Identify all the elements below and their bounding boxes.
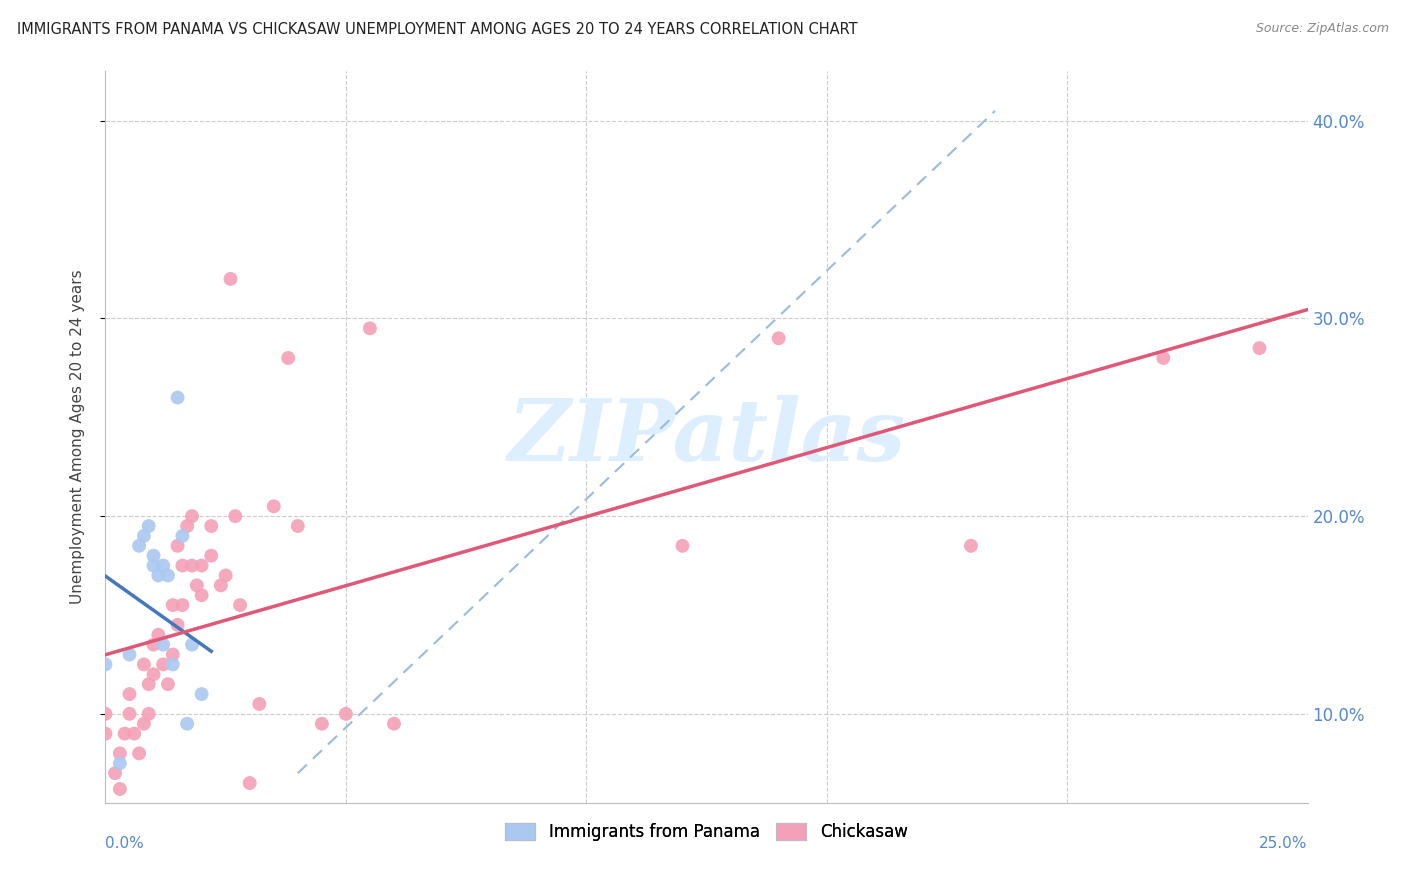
Point: [128, 539, 150, 553]
Point: [138, 677, 160, 691]
Point: [229, 598, 252, 612]
Text: 0.0%: 0.0%: [105, 836, 145, 851]
Point: [181, 558, 204, 573]
Point: [124, 726, 146, 740]
Point: [142, 638, 165, 652]
Point: [960, 539, 983, 553]
Point: [108, 756, 131, 771]
Point: [108, 747, 131, 761]
Point: [138, 706, 160, 721]
Point: [209, 578, 232, 592]
Point: [114, 726, 136, 740]
Point: [152, 558, 174, 573]
Point: [214, 568, 236, 582]
Point: [277, 351, 299, 365]
Point: [190, 588, 212, 602]
Point: [186, 578, 208, 592]
Point: [190, 558, 212, 573]
Point: [118, 706, 141, 721]
Point: [239, 776, 262, 790]
Point: [166, 618, 188, 632]
Point: [671, 539, 693, 553]
Point: [1249, 341, 1271, 355]
Point: [311, 716, 333, 731]
Legend: Immigrants from Panama, Chickasaw: Immigrants from Panama, Chickasaw: [498, 814, 915, 849]
Point: [166, 539, 188, 553]
Point: [142, 558, 165, 573]
Point: [162, 648, 184, 662]
Point: [382, 716, 405, 731]
Point: [172, 529, 194, 543]
Point: [132, 657, 155, 672]
Point: [287, 519, 309, 533]
Y-axis label: Unemployment Among Ages 20 to 24 years: Unemployment Among Ages 20 to 24 years: [70, 269, 84, 605]
Point: [263, 500, 285, 514]
Point: [132, 716, 155, 731]
Point: [176, 716, 198, 731]
Point: [138, 519, 160, 533]
Point: [118, 687, 141, 701]
Point: [200, 519, 222, 533]
Text: IMMIGRANTS FROM PANAMA VS CHICKASAW UNEMPLOYMENT AMONG AGES 20 TO 24 YEARS CORRE: IMMIGRANTS FROM PANAMA VS CHICKASAW UNEM…: [17, 22, 858, 37]
Point: [152, 657, 174, 672]
Point: [162, 657, 184, 672]
Point: [108, 781, 131, 796]
Point: [128, 747, 150, 761]
Point: [359, 321, 381, 335]
Point: [335, 706, 357, 721]
Point: [148, 568, 170, 582]
Point: [224, 509, 246, 524]
Point: [104, 766, 127, 780]
Point: [142, 667, 165, 681]
Text: ZIPatlas: ZIPatlas: [508, 395, 905, 479]
Point: [132, 529, 155, 543]
Point: [176, 519, 198, 533]
Point: [172, 558, 194, 573]
Text: Source: ZipAtlas.com: Source: ZipAtlas.com: [1256, 22, 1389, 36]
Point: [247, 697, 270, 711]
Point: [181, 638, 204, 652]
Point: [181, 509, 204, 524]
Point: [1152, 351, 1174, 365]
Point: [148, 628, 170, 642]
Point: [768, 331, 790, 345]
Point: [94, 726, 117, 740]
Point: [200, 549, 222, 563]
Point: [162, 598, 184, 612]
Point: [142, 549, 165, 563]
Point: [200, 865, 222, 880]
Point: [190, 687, 212, 701]
Point: [172, 598, 194, 612]
Point: [118, 648, 141, 662]
Point: [219, 272, 242, 286]
Point: [94, 706, 117, 721]
Point: [94, 657, 117, 672]
Point: [156, 568, 179, 582]
Text: 25.0%: 25.0%: [1260, 836, 1308, 851]
Point: [152, 638, 174, 652]
Point: [156, 677, 179, 691]
Point: [166, 391, 188, 405]
